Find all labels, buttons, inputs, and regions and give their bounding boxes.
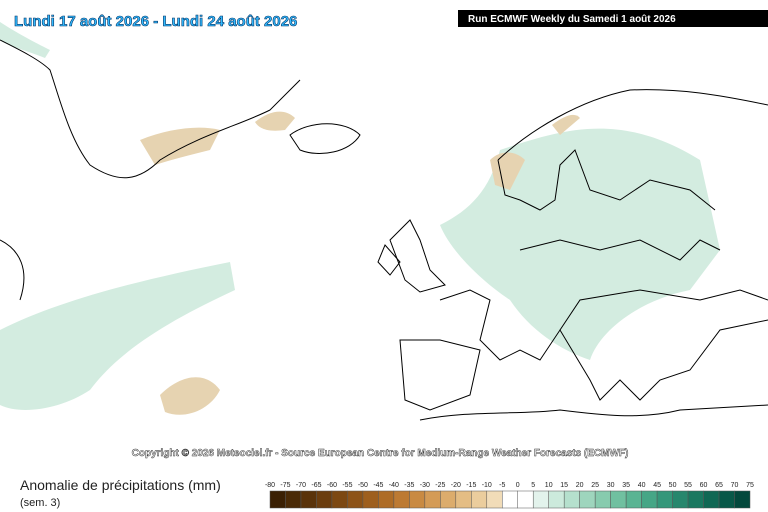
colorbar-tick-label: -70 — [296, 482, 306, 489]
colorbar-tick-label: -45 — [373, 482, 383, 489]
colorbar-tick-label: 25 — [591, 482, 599, 489]
color-swatch — [502, 490, 518, 509]
color-swatch — [703, 490, 720, 509]
colorbar-tick-label: 70 — [731, 482, 739, 489]
color-swatch — [378, 490, 395, 509]
color-swatch — [393, 490, 410, 509]
colorbar-tick-label: 55 — [684, 482, 692, 489]
color-swatch — [440, 490, 457, 509]
coastlines — [0, 39, 768, 421]
colorbar: -80 -75 -70 -65 -60 -55 -50 -45 -40 -35 -30 -25 -20-… — [265, 482, 754, 509]
color-swatch — [641, 490, 658, 509]
colorbar-tick-label: 30 — [607, 482, 615, 489]
colorbar-tick-label: -50 — [358, 482, 368, 489]
color-swatch — [269, 490, 286, 509]
colorbar-tick-label: -40 — [389, 482, 399, 489]
color-swatch — [409, 490, 426, 509]
colorbar-tick-label: 75 — [746, 482, 754, 489]
colorbar-tick-label: 45 — [653, 482, 661, 489]
color-swatch — [734, 490, 751, 509]
color-swatch — [548, 490, 565, 509]
colorbar-tick-label: -80 — [265, 482, 275, 489]
legend-title: Anomalie de précipitations (mm) — [20, 477, 221, 493]
colorbar-tick-label: -5 — [499, 482, 505, 489]
colorbar-tick-label: -20 — [451, 482, 461, 489]
color-swatch — [532, 490, 549, 509]
colorbar-tick-label: 15 — [560, 482, 568, 489]
color-swatch — [486, 490, 503, 509]
color-swatch — [362, 490, 379, 509]
color-swatch — [424, 490, 441, 509]
run-box — [458, 10, 768, 27]
color-swatch — [455, 490, 472, 509]
colorbar-tick-label: -30 — [420, 482, 430, 489]
color-swatch — [300, 490, 317, 509]
colorbar-tick-label: 35 — [622, 482, 630, 489]
color-swatch — [347, 490, 364, 509]
color-swatch — [471, 490, 488, 509]
colorbar-tick-label: 50 — [669, 482, 677, 489]
color-swatch — [718, 490, 735, 509]
color-swatch — [610, 490, 627, 509]
colorbar-tick-label: -10 — [482, 482, 492, 489]
color-swatch — [316, 490, 333, 509]
copyright: Copyright © 2026 Meteociel.fr - Source E… — [132, 448, 629, 459]
color-swatch — [625, 490, 642, 509]
colorbar-tick-label: -15 — [466, 482, 476, 489]
color-swatch — [285, 490, 302, 509]
colorbar-tick-label: 60 — [700, 482, 708, 489]
colorbar-tick-label: 40 — [638, 482, 646, 489]
color-swatch — [331, 490, 348, 509]
color-swatch — [687, 490, 704, 509]
colorbar-tick-label: 65 — [715, 482, 723, 489]
colorbar-tick-label: -65 — [311, 482, 321, 489]
run-title: Run ECMWF Weekly du Samedi 1 août 2026 — [468, 14, 676, 25]
color-swatch — [579, 490, 596, 509]
color-swatch — [563, 490, 580, 509]
color-swatch — [517, 490, 534, 509]
colorbar-tick-label: -75 — [280, 482, 290, 489]
colorbar-tick-label: 0 — [516, 482, 520, 489]
colorbar-tick-label: -25 — [435, 482, 445, 489]
color-swatch — [672, 490, 689, 509]
colorbar-tick-label: 10 — [545, 482, 553, 489]
colorbar-tick-label: 5 — [531, 482, 535, 489]
colorbar-tick-label: -35 — [404, 482, 414, 489]
colorbar-tick-label: 20 — [576, 482, 584, 489]
legend-subtitle: (sem. 3) — [20, 497, 60, 509]
anomaly-areas — [0, 22, 720, 415]
period-title: Lundi 17 août 2026 - Lundi 24 août 2026 — [14, 13, 297, 30]
color-swatch — [594, 490, 611, 509]
colorbar-tick-label: -60 — [327, 482, 337, 489]
colorbar-tick-label: -55 — [342, 482, 352, 489]
color-swatch — [656, 490, 673, 509]
